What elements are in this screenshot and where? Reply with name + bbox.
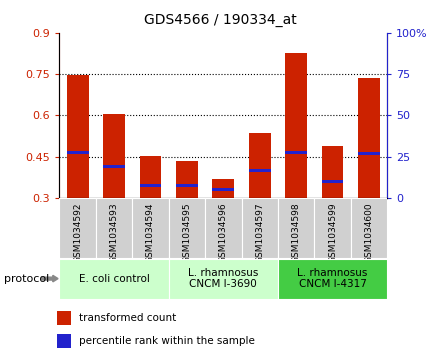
Text: GSM1034600: GSM1034600 [364,203,374,263]
Bar [285,151,307,154]
Bar [249,169,271,172]
Bar [103,164,125,168]
Bar [358,78,380,198]
Text: GSM1034594: GSM1034594 [146,203,155,263]
FancyBboxPatch shape [278,198,314,258]
Text: GSM1034592: GSM1034592 [73,203,82,263]
FancyBboxPatch shape [59,258,169,299]
Text: GSM1034599: GSM1034599 [328,203,337,263]
FancyBboxPatch shape [351,198,387,258]
Text: GSM1034597: GSM1034597 [255,203,264,263]
Bar [176,161,198,198]
Bar [67,76,88,198]
Text: GSM1034596: GSM1034596 [219,203,228,263]
FancyBboxPatch shape [314,198,351,258]
FancyBboxPatch shape [59,198,96,258]
Bar [213,188,234,191]
FancyBboxPatch shape [96,198,132,258]
FancyBboxPatch shape [205,198,242,258]
Text: E. coli control: E. coli control [79,274,150,284]
Text: protocol: protocol [4,274,50,284]
Text: GSM1034595: GSM1034595 [182,203,191,263]
Text: L. rhamnosus
CNCM I-4317: L. rhamnosus CNCM I-4317 [297,268,368,289]
FancyBboxPatch shape [242,198,278,258]
Bar [67,151,88,154]
FancyBboxPatch shape [278,258,387,299]
Text: GSM1034593: GSM1034593 [110,203,118,263]
FancyBboxPatch shape [169,258,278,299]
Bar [139,184,161,187]
Bar [176,184,198,187]
FancyBboxPatch shape [169,198,205,258]
Bar [358,152,380,155]
Text: L. rhamnosus
CNCM I-3690: L. rhamnosus CNCM I-3690 [188,268,258,289]
Bar [322,146,344,198]
Bar [213,179,234,198]
Text: transformed count: transformed count [79,313,176,323]
Text: percentile rank within the sample: percentile rank within the sample [79,336,255,346]
Bar [57,311,71,325]
Text: GSM1034598: GSM1034598 [292,203,301,263]
FancyBboxPatch shape [132,198,169,258]
Bar [103,114,125,198]
Bar [139,156,161,198]
Bar [249,133,271,198]
Bar [285,53,307,198]
Bar [57,334,71,348]
Bar [322,180,344,183]
Text: GDS4566 / 190334_at: GDS4566 / 190334_at [143,13,297,27]
